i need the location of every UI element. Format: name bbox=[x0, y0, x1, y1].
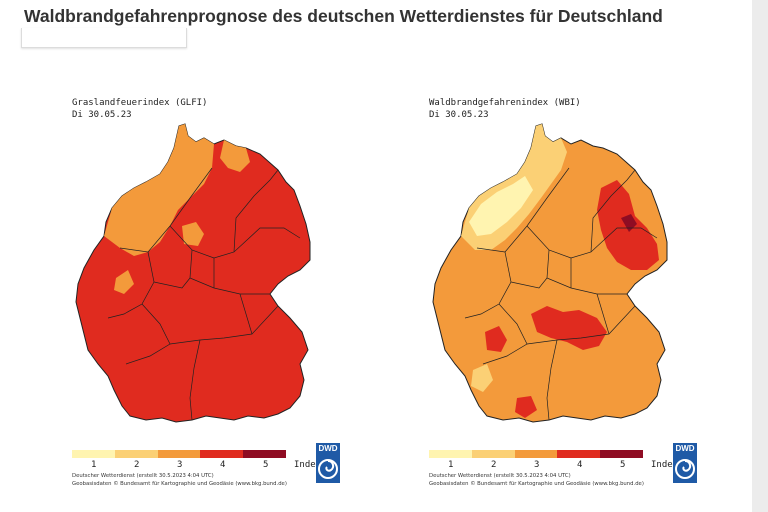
legend-swatch-5 bbox=[243, 450, 286, 458]
dwd-logo: DWD bbox=[673, 443, 697, 483]
legend-swatch-4 bbox=[200, 450, 244, 458]
legend-label-5: 5 bbox=[620, 460, 626, 470]
region-red-south-tip bbox=[515, 396, 537, 418]
legend-unit: Index bbox=[651, 460, 679, 470]
legend-unit: Index bbox=[294, 460, 322, 470]
legend-bar bbox=[72, 450, 286, 458]
region-red-sw bbox=[485, 326, 507, 352]
credit-line-2: Geobasisdaten © Bundesamt für Kartograph… bbox=[72, 481, 287, 487]
legend-label-1: 1 bbox=[448, 460, 454, 470]
legend-swatch-2 bbox=[114, 450, 158, 458]
legend-swatch-1 bbox=[429, 450, 472, 458]
map-title: Graslandfeuerindex (GLFI) bbox=[72, 98, 208, 108]
legend-label-4: 4 bbox=[577, 460, 583, 470]
region-orange-mid bbox=[182, 222, 204, 246]
legend-swatch-5 bbox=[600, 450, 643, 458]
region-red-south bbox=[531, 306, 607, 350]
legend-label-2: 2 bbox=[134, 460, 140, 470]
map-title: Waldbrandgefahrenindex (WBI) bbox=[429, 98, 581, 108]
credit-line-1: Deutscher Wetterdienst (erstellt 30.5.20… bbox=[72, 473, 214, 479]
state-borders bbox=[464, 167, 658, 421]
legend-labels: 1 2 3 4 5 bbox=[72, 460, 312, 472]
map-panel-wbi: Waldbrandgefahrenindex (WBI) Di 30.05.23 bbox=[421, 90, 751, 495]
state-borders bbox=[107, 167, 301, 421]
credit-line-2: Geobasisdaten © Bundesamt für Kartograph… bbox=[429, 481, 644, 487]
legend: 1 2 3 4 5 Index bbox=[72, 450, 321, 486]
legend-label-3: 3 bbox=[534, 460, 540, 470]
legend-labels: 1 2 3 4 5 bbox=[429, 460, 669, 472]
region-orange-nw bbox=[104, 124, 214, 256]
legend-swatch-2 bbox=[471, 450, 515, 458]
dwd-swirl-icon bbox=[316, 455, 340, 483]
legend-label-1: 1 bbox=[91, 460, 97, 470]
legend-swatch-4 bbox=[557, 450, 601, 458]
title-underline-box bbox=[21, 28, 187, 48]
dwd-logo-text: DWD bbox=[673, 443, 697, 455]
map-date: Di 30.05.23 bbox=[72, 110, 132, 120]
dwd-swirl-icon bbox=[673, 455, 697, 483]
map-date: Di 30.05.23 bbox=[429, 110, 489, 120]
region-orange-west bbox=[114, 270, 134, 294]
region-paleyellow-nw bbox=[469, 176, 533, 236]
region-orange-ne bbox=[220, 140, 250, 172]
dwd-logo-text: DWD bbox=[316, 443, 340, 455]
legend-label-4: 4 bbox=[220, 460, 226, 470]
legend-swatch-3 bbox=[514, 450, 558, 458]
legend-label-3: 3 bbox=[177, 460, 183, 470]
legend-bar bbox=[429, 450, 643, 458]
map-panel-glfi: Graslandfeuerindex (GLFI) Di 30.05.23 bbox=[64, 90, 394, 495]
legend-swatch-1 bbox=[72, 450, 115, 458]
legend-label-2: 2 bbox=[491, 460, 497, 470]
legend: 1 2 3 4 5 Index bbox=[429, 450, 678, 486]
region-darkred-ne bbox=[621, 214, 637, 232]
dwd-logo: DWD bbox=[316, 443, 340, 483]
legend-swatch-3 bbox=[157, 450, 201, 458]
credit-line-1: Deutscher Wetterdienst (erstellt 30.5.20… bbox=[429, 473, 571, 479]
legend-label-5: 5 bbox=[263, 460, 269, 470]
germany-map-glfi bbox=[75, 123, 311, 423]
page-title: Waldbrandgefahrenprognose des deutschen … bbox=[24, 6, 663, 26]
region-yellow-south bbox=[471, 364, 493, 392]
germany-map-wbi bbox=[432, 123, 668, 423]
